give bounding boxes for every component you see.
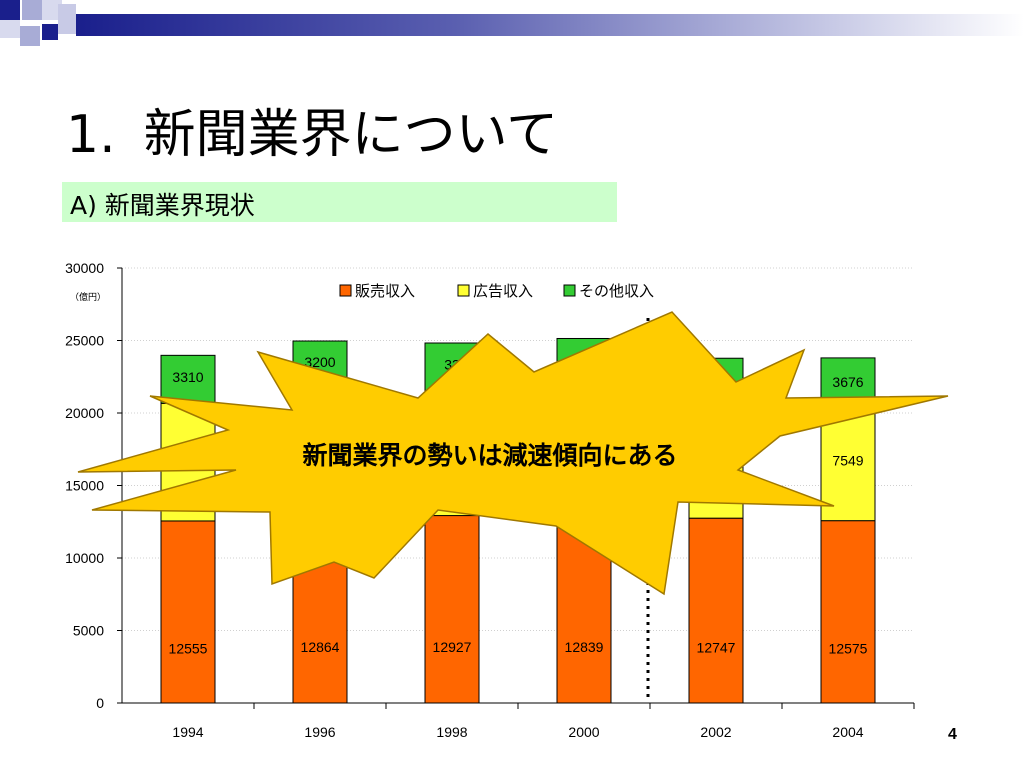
subtitle-text: A) 新聞業界現状 [70, 191, 255, 220]
y-tick-label-25000: 25000 [65, 333, 104, 349]
y-unit-label: （億円） [70, 291, 106, 303]
title-text: 新聞業界について [143, 105, 559, 165]
bar-2002-series-0 [688, 517, 744, 704]
corner-square-light-2 [42, 0, 62, 20]
x-tick-label-1994: 1994 [172, 724, 203, 740]
y-tick-label-0: 0 [96, 695, 104, 711]
legend-swatch-1 [457, 284, 470, 297]
x-tick-label-1996: 1996 [304, 724, 335, 740]
x-tick-label-2002: 2002 [700, 724, 731, 740]
explosion-burst-shape [77, 311, 949, 596]
data-label-1996-series-0: 12864 [301, 639, 340, 655]
corner-square-navy-2 [42, 24, 58, 40]
y-tick-label-10000: 10000 [65, 550, 104, 566]
corner-square-light-4 [20, 26, 40, 46]
y-tick-label-5000: 5000 [73, 623, 104, 639]
callout-text: 新聞業界の勢いは減速傾向にある [302, 441, 678, 470]
legend-swatch-2 [563, 284, 576, 297]
slide-title: 1. 新聞業界について [66, 92, 558, 167]
y-tick-label-20000: 20000 [65, 405, 104, 421]
bar-1998-series-0 [424, 515, 480, 704]
x-tick-label-2000: 2000 [568, 724, 599, 740]
corner-square-light-5 [58, 4, 76, 34]
data-label-1998-series-0: 12927 [433, 639, 472, 655]
title-number: 1. [66, 105, 116, 165]
data-label-1994-series-0: 12555 [169, 640, 208, 656]
corner-square-light-3 [0, 20, 20, 38]
x-tick-label-1998: 1998 [436, 724, 467, 740]
y-tick-label-30000: 30000 [65, 260, 104, 276]
legend-label-0: 販売収入 [355, 282, 415, 300]
data-label-2004-series-2: 3676 [832, 374, 863, 390]
bar-2004-series-0 [820, 520, 876, 704]
y-tick-label-15000: 15000 [65, 478, 104, 494]
data-label-2004-series-0: 12575 [829, 640, 868, 656]
legend-label-2: その他収入 [579, 282, 654, 300]
corner-square-navy-1 [0, 0, 20, 20]
bar-1994-series-0 [160, 520, 216, 704]
data-label-1996-series-2: 3200 [304, 354, 335, 370]
legend-label-1: 広告収入 [473, 282, 533, 300]
data-label-2004-series-1: 7549 [832, 452, 863, 468]
bar-1994-series-2 [160, 354, 216, 404]
x-tick-label-2004: 2004 [832, 724, 863, 740]
data-label-2000-series-0: 12839 [565, 639, 604, 655]
legend-swatch-0 [339, 284, 352, 297]
subtitle-box: A) 新聞業界現状 [62, 182, 617, 222]
data-label-1994-series-2: 3310 [172, 369, 203, 385]
header-gradient-bar [76, 14, 1024, 36]
corner-square-light-1 [22, 0, 42, 20]
data-label-2002-series-0: 12747 [697, 640, 736, 656]
page-number: 4 [948, 726, 957, 743]
